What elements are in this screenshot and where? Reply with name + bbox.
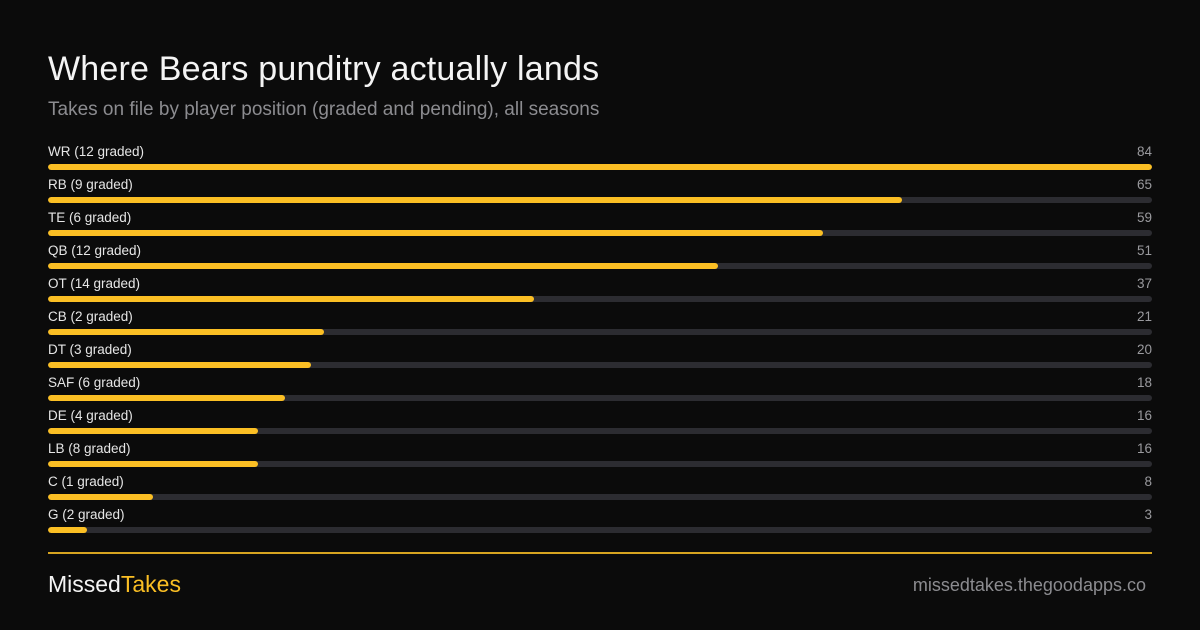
bar-row: RB (9 graded) 65 <box>48 176 1152 209</box>
bar-row: SAF (6 graded) 18 <box>48 374 1152 407</box>
bar-value-label: 59 <box>1136 210 1152 225</box>
bar <box>48 527 88 533</box>
chart-title: Where Bears punditry actually lands <box>48 50 600 88</box>
bar-track <box>48 164 1152 170</box>
bar-label: OT (14 graded) <box>48 276 141 291</box>
bar-row: OT (14 graded) 37 <box>48 275 1152 308</box>
bar-row: C (1 graded) 8 <box>48 473 1152 506</box>
bar-track <box>48 329 1152 335</box>
bar <box>48 296 535 302</box>
bar-row: LB (8 graded) 16 <box>48 440 1152 473</box>
brand-logo[interactable]: MissedTakes <box>48 571 181 598</box>
bar <box>48 230 824 236</box>
bar-value-label: 37 <box>1136 276 1152 291</box>
bar-label: TE (6 graded) <box>48 210 132 225</box>
bar <box>48 164 1152 170</box>
bar-track <box>48 428 1152 434</box>
bar-label: WR (12 graded) <box>48 144 145 159</box>
bar <box>48 461 259 467</box>
bar-track <box>48 494 1152 500</box>
bar <box>48 395 285 401</box>
bar-row: DT (3 graded) 20 <box>48 341 1152 374</box>
bar-row: G (2 graded) 3 <box>48 506 1152 539</box>
bar-row: CB (2 graded) 21 <box>48 308 1152 341</box>
bar-label: DT (3 graded) <box>48 342 132 357</box>
bar-row: WR (12 graded) 84 <box>48 143 1152 176</box>
bar-track <box>48 296 1152 302</box>
bar-label: LB (8 graded) <box>48 441 131 456</box>
bar <box>48 428 259 434</box>
bar-row: QB (12 graded) 51 <box>48 242 1152 275</box>
bar-track <box>48 362 1152 368</box>
bar <box>48 197 903 203</box>
bar-row: DE (4 graded) 16 <box>48 407 1152 440</box>
bar-value-label: 18 <box>1136 375 1152 390</box>
bar-track <box>48 461 1152 467</box>
bar <box>48 362 311 368</box>
bar-value-label: 20 <box>1136 342 1152 357</box>
bar-value-label: 3 <box>1144 507 1152 522</box>
brand-name-part2: Takes <box>120 571 181 597</box>
brand-name-part1: Missed <box>48 571 121 597</box>
bar-label: G (2 graded) <box>48 507 125 522</box>
bar <box>48 329 324 335</box>
bar-value-label: 16 <box>1136 408 1152 423</box>
bar-label: SAF (6 graded) <box>48 375 141 390</box>
bar-track <box>48 263 1152 269</box>
footer-divider <box>48 552 1152 554</box>
bar-label: CB (2 graded) <box>48 309 133 324</box>
bar <box>48 263 719 269</box>
bar-row: TE (6 graded) 59 <box>48 209 1152 242</box>
bar-value-label: 84 <box>1136 144 1152 159</box>
bar-value-label: 16 <box>1136 441 1152 456</box>
bar-value-label: 51 <box>1136 243 1152 258</box>
bar-value-label: 8 <box>1144 474 1152 489</box>
bar-label: C (1 graded) <box>48 474 124 489</box>
bar-value-label: 21 <box>1136 309 1152 324</box>
bar-track <box>48 197 1152 203</box>
bar-label: QB (12 graded) <box>48 243 142 258</box>
bar-chart: WR (12 graded) 84 RB (9 graded) 65 TE (6 gra… <box>48 143 1152 539</box>
site-url[interactable]: missedtakes.thegoodapps.co <box>912 575 1146 595</box>
bar-track <box>48 230 1152 236</box>
bar-value-label: 65 <box>1136 177 1152 192</box>
bar-label: RB (9 graded) <box>48 177 133 192</box>
chart-subtitle: Takes on file by player position (graded… <box>48 99 600 120</box>
bar <box>48 494 154 500</box>
bar-label: DE (4 graded) <box>48 408 133 423</box>
bar-track <box>48 395 1152 401</box>
bar-track <box>48 527 1152 533</box>
